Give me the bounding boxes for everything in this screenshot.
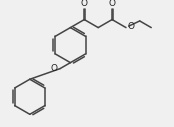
- Text: O: O: [50, 64, 57, 73]
- Text: O: O: [128, 22, 135, 31]
- Text: O: O: [81, 0, 88, 8]
- Text: O: O: [109, 0, 116, 8]
